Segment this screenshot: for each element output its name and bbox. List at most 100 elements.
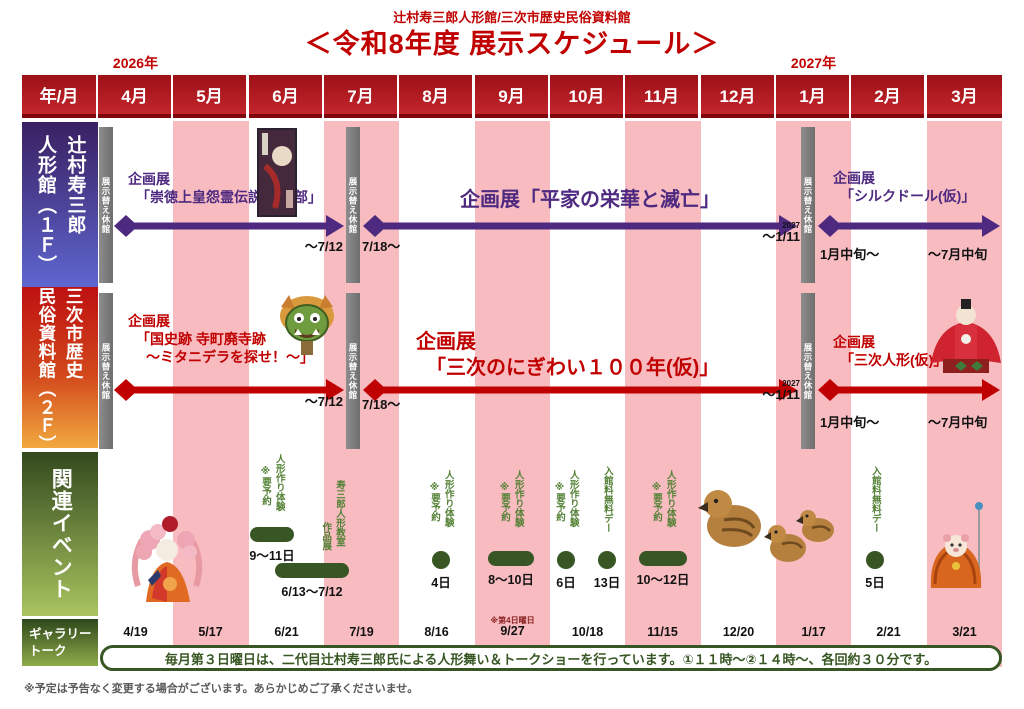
header-corner-cell: 年/月 <box>22 75 96 118</box>
header-month-feb: 2月 <box>851 75 924 118</box>
header-month-nov: 11月 <box>625 75 698 118</box>
gallery-date-dec: 12/20 <box>722 625 755 639</box>
miyoshi-doll-image <box>931 299 1001 373</box>
closure-bar-2f-july: 展示替え休館 <box>346 293 360 449</box>
event-name: 人形作り体験 <box>442 470 454 527</box>
exhibition-silkdoll-prefix: 企画展 <box>833 170 875 186</box>
heike-end-year: 2027 <box>782 221 800 230</box>
closure-label: 展示替え休館 <box>101 342 111 400</box>
event-text: 人形作り体験 ※要予約 <box>497 470 525 548</box>
event-name: 人形作り体験 <box>664 470 676 527</box>
event-date: 6日 <box>556 576 576 590</box>
closure-bar-2f-january: 展示替え休館 <box>801 293 815 449</box>
event-day-marker <box>598 551 616 569</box>
event-day-marker <box>557 551 575 569</box>
timeline-arrow-teramachi <box>114 379 344 401</box>
year-2027-label: 2027年 <box>790 55 837 71</box>
duck-figurines-image <box>698 490 834 562</box>
header-month-oct: 10月 <box>550 75 623 118</box>
event-date: 9～11日 <box>249 549 295 563</box>
closure-label: 展示替え休館 <box>803 342 813 400</box>
stripe-may <box>173 121 249 667</box>
row-label-gallery-talk: ギャラリー トーク <box>22 619 98 666</box>
closure-label: 展示替え休館 <box>101 176 111 234</box>
exhibition-silkdoll-title: 「シルクドール(仮)」 <box>840 188 976 204</box>
header-month-mar: 3月 <box>927 75 1002 118</box>
exhibition-nigiwai-title: 「三次のにぎわい１００年(仮)」 <box>426 357 720 379</box>
gallery-date-sep-note: ※第4日曜日 <box>490 616 535 625</box>
year-2026-label: 2026年 <box>112 55 159 71</box>
event-text: 人形作り体験 ※要予約 <box>552 470 580 548</box>
exhibition-miyoshi-ningyo-prefix: 企画展 <box>833 334 875 350</box>
stripe-november <box>625 121 701 667</box>
gallery-date-jun: 6/21 <box>274 625 299 639</box>
event-doll-making-june: 人形作り体験 ※要予約 9～11日 <box>241 454 303 564</box>
gallery-date-may: 5/17 <box>198 625 223 639</box>
exhibition-teramachi-prefix: 企画展 <box>128 313 170 329</box>
row-label-history-museum: 三次市歴史 民俗資料館（２Ｆ） <box>22 287 98 454</box>
history-museum-label-text: 三次市歴史 民俗資料館（２Ｆ） <box>33 287 87 454</box>
event-free-admission-october: 入館料無料デー 13日 <box>587 466 627 591</box>
event-text: 人形作り体験 ※要予約 <box>258 454 286 524</box>
doll-museum-label-text: 辻村寿三郎 人形館（１Ｆ） <box>31 135 90 275</box>
exhibition-nigiwai-prefix: 企画展 <box>416 331 476 353</box>
header-month-apr: 4月 <box>98 75 171 118</box>
event-period-marker <box>250 527 294 542</box>
gallery-date-jul: 7/19 <box>349 625 374 639</box>
event-note: ※要予約 <box>554 482 565 522</box>
gallery-date-aug: 8/16 <box>424 625 449 639</box>
event-free-admission-february: 入館料無料デー 5日 <box>855 466 895 591</box>
event-doll-making-august: 人形作り体験 ※要予約 4日 <box>418 470 464 591</box>
event-note: 作品展 <box>320 522 332 551</box>
heike-end-date-block: 2027 ～1/11 <box>742 222 800 244</box>
nigiwai-end-date-block: 2027 ～1/11 <box>742 380 800 402</box>
exhibition-teramachi-subtitle: ～ミタニデラを探せ！～」 <box>146 349 314 365</box>
gallery-date-oct: 10/18 <box>571 625 604 639</box>
history-museum-floor: 民俗資料館（２Ｆ） <box>37 287 57 454</box>
event-period-marker <box>275 563 349 578</box>
closure-bar-1f-july: 展示替え休館 <box>346 127 360 283</box>
gallery-talk-label-2: トーク <box>29 643 67 658</box>
timeline-arrow-silkdoll <box>818 215 1000 237</box>
header-month-aug: 8月 <box>399 75 472 118</box>
header-month-may: 5月 <box>173 75 246 118</box>
event-date: 4日 <box>431 576 451 590</box>
event-name: 人形作り体験 <box>273 454 285 511</box>
gallery-talk-notice: 毎月第３日曜日は、二代目辻村寿三郎氏による人形舞い＆トークショーを行っています。… <box>100 645 1002 671</box>
event-name: 寿三郎人形教室 <box>334 480 345 547</box>
event-name: 入館料無料デー <box>601 466 613 533</box>
event-note: ※要予約 <box>651 482 662 522</box>
event-text: 人形作り体験 ※要予約 <box>649 470 677 548</box>
header-month-sep: 9月 <box>475 75 548 118</box>
row-label-doll-museum: 辻村寿三郎 人形館（１Ｆ） <box>22 122 98 287</box>
closure-label: 展示替え休館 <box>348 342 358 400</box>
sutoku-exhibition-poster-image <box>257 128 297 217</box>
gallery-date-sep: 9/27 <box>500 624 525 638</box>
closure-label: 展示替え休館 <box>348 176 358 234</box>
header-month-jan: 1月 <box>776 75 849 118</box>
heike-end-date: ～1/11 <box>762 229 800 244</box>
closure-bar-1f-april: 展示替え休館 <box>99 127 113 283</box>
exhibition-miyoshi-ningyo-title: 「三次人形(仮)」 <box>840 352 948 368</box>
closure-label: 展示替え休館 <box>803 176 813 234</box>
event-text: 入館料無料デー <box>868 466 882 548</box>
closure-bar-2f-april: 展示替え休館 <box>99 293 113 449</box>
timeline-arrow-miyoshi-ningyo <box>818 379 1000 401</box>
header-month-dec: 12月 <box>701 75 774 118</box>
event-doll-making-november: 人形作り体験 ※要予約 10～12日 <box>632 470 694 588</box>
row-label-related-events: 関連イベント <box>22 452 98 616</box>
event-period-marker <box>639 551 687 566</box>
exhibition-sutoku-prefix: 企画展 <box>128 171 170 187</box>
event-day-marker <box>866 551 884 569</box>
event-date: 6/13～7/12 <box>281 585 343 599</box>
event-text: 入館料無料デー <box>600 466 614 548</box>
miyoshi-ningyo-end-date: ～7月中旬 <box>928 415 988 430</box>
header-month-jun: 6月 <box>249 75 322 118</box>
event-date: 13日 <box>593 576 621 590</box>
event-name: 入館料無料デー <box>869 466 881 533</box>
event-date: 10～12日 <box>636 573 690 587</box>
event-text: 人形作り体験 ※要予約 <box>427 470 455 548</box>
gallery-date-nov: 11/15 <box>647 625 678 639</box>
event-note: ※要予約 <box>429 482 440 522</box>
